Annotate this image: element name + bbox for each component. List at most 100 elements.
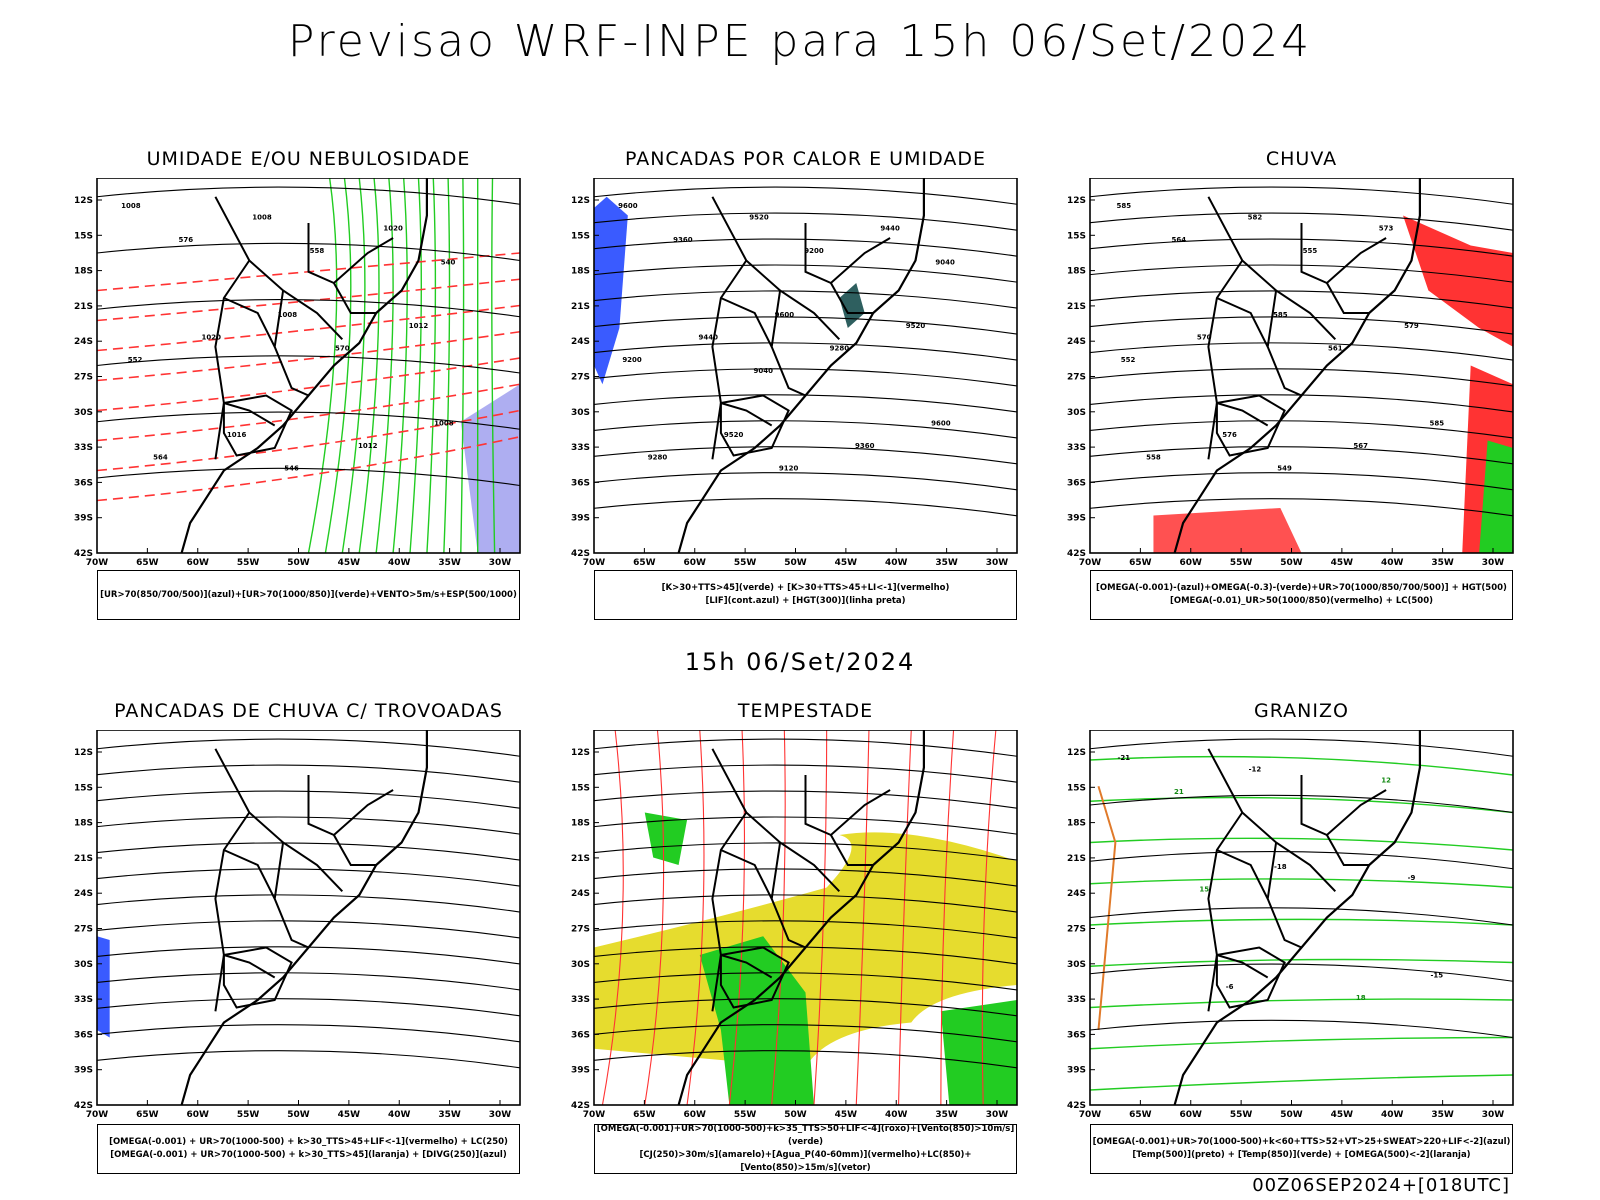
legend-line: [OMEGA(-0.001) + UR>70(1000-500) + k>30_… xyxy=(109,1137,508,1147)
legend-granizo: [OMEGA(-0.001)+UR>70(1000-500)+k<60+TTS>… xyxy=(1090,1124,1513,1174)
lon-tick-label: 40W xyxy=(885,558,908,568)
lat-tick-label: 36S xyxy=(74,478,93,488)
contour-label: 9600 xyxy=(931,420,951,428)
lat-tick-label: 36S xyxy=(571,478,590,488)
contour-label: -6 xyxy=(1226,983,1234,991)
lat-tick-label: 12S xyxy=(571,196,590,206)
contour-label: 9200 xyxy=(804,247,824,255)
contour-label: 9280 xyxy=(648,453,668,461)
contour-label: 9360 xyxy=(673,236,693,244)
contour-label: 549 xyxy=(1277,465,1292,473)
contour-label: -15 xyxy=(1431,972,1444,980)
contour-label: 570 xyxy=(335,345,350,353)
lon-tick-label: 30W xyxy=(1482,558,1505,568)
lon-tick-label: 70W xyxy=(1079,558,1102,568)
lat-tick-label: 39S xyxy=(571,514,590,524)
lat-tick-label: 24S xyxy=(74,337,93,347)
lat-tick-label: 18S xyxy=(571,267,590,277)
lat-tick-label: 27S xyxy=(1067,925,1086,935)
lat-tick-label: 15S xyxy=(1067,231,1086,241)
contour-label: 582 xyxy=(1248,213,1263,221)
lat-tick-label: 30S xyxy=(571,408,590,418)
legend-umidade: [UR>70(850/700/500)](azul)+[UR>70(1000/8… xyxy=(97,570,520,620)
legend-line: [OMEGA(-0.01)_UR>50(1000/850)(vermelho) … xyxy=(1169,596,1434,606)
legend-line: [Temp(500)](preto) + [Temp(850)](verde) … xyxy=(1132,1150,1471,1160)
lon-tick-label: 65W xyxy=(136,1110,159,1120)
lon-tick-label: 50W xyxy=(1280,1110,1303,1120)
contour-label: 1008 xyxy=(434,420,454,428)
lon-tick-label: 70W xyxy=(1079,1110,1102,1120)
lon-tick-label: 40W xyxy=(885,1110,908,1120)
map-pancadas_calor: 9600 9600 9600 9520 9520 9520 9440 9440 9360 9360… xyxy=(571,178,1018,568)
panel-title-chuva: CHUVA xyxy=(1265,148,1338,170)
contour-label: 1012 xyxy=(358,442,378,450)
legend-line: [K>30+TTS>45](verde) + [K>30+TTS>45+LI<-… xyxy=(661,583,950,593)
lat-tick-label: 21S xyxy=(1067,854,1086,864)
map-granizo: -21 -18 -15 -12 -9 -6 12 15 18 21 12S 15S 18S 21S 24S 2… xyxy=(1067,730,1514,1120)
lon-tick-label: 60W xyxy=(684,1110,707,1120)
legend-trovoadas: [OMEGA(-0.001) + UR>70(1000-500) + k>30_… xyxy=(97,1124,520,1174)
legend-line: [CJ(250)>30m/s](amarelo)+[Agua_P(40-60mm… xyxy=(639,1150,972,1173)
lon-tick-label: 35W xyxy=(1431,558,1454,568)
lat-tick-label: 15S xyxy=(74,783,93,793)
lon-tick-label: 60W xyxy=(1180,558,1203,568)
contour-label: 540 xyxy=(441,258,456,266)
lat-tick-label: 15S xyxy=(571,231,590,241)
lon-tick-label: 35W xyxy=(438,558,461,568)
contour-label: 585 xyxy=(1117,202,1132,210)
lat-tick-label: 42S xyxy=(1067,1101,1086,1111)
lat-tick-label: 24S xyxy=(74,889,93,899)
contour-label: 579 xyxy=(1404,322,1419,330)
lon-tick-label: 70W xyxy=(583,1110,606,1120)
lon-tick-label: 55W xyxy=(1230,1110,1253,1120)
contour-label: 567 xyxy=(1353,442,1368,450)
contour-label: 9520 xyxy=(906,322,926,330)
legend-line: [OMEGA(-0.001)+UR>70(1000-500)+k>35_TTS>… xyxy=(596,1124,1015,1147)
contour-label: -12 xyxy=(1249,765,1262,773)
contour-label: 564 xyxy=(1172,236,1187,244)
lon-tick-label: 45W xyxy=(835,1110,858,1120)
panel-title-umidade: UMIDADE E/OU NEBULOSIDADE xyxy=(146,148,471,170)
lat-tick-label: 30S xyxy=(74,960,93,970)
contour-label: -9 xyxy=(1408,874,1416,882)
panel-title-tempestade: TEMPESTADE xyxy=(737,700,874,722)
contour-label: 9520 xyxy=(749,213,769,221)
lon-tick-label: 50W xyxy=(784,1110,807,1120)
lat-tick-label: 18S xyxy=(74,267,93,277)
contour-label: 9040 xyxy=(753,367,773,375)
contour-label: 1008 xyxy=(121,202,141,210)
lat-tick-label: 39S xyxy=(1067,1066,1086,1076)
contour-label: 1016 xyxy=(227,431,247,439)
lon-tick-label: 30W xyxy=(986,558,1009,568)
lon-tick-label: 45W xyxy=(1331,558,1354,568)
contour-label: 9200 xyxy=(622,356,642,364)
lon-tick-label: 70W xyxy=(86,558,109,568)
contour-label: 9360 xyxy=(855,442,875,450)
lat-tick-label: 15S xyxy=(74,231,93,241)
lat-tick-label: 33S xyxy=(571,443,590,453)
lon-tick-label: 55W xyxy=(1230,558,1253,568)
contour-label: 9040 xyxy=(935,258,955,266)
contour-label: -18 xyxy=(1274,863,1287,871)
lat-tick-label: 42S xyxy=(1067,549,1086,559)
contour-label: 1008 xyxy=(278,311,298,319)
lat-tick-label: 12S xyxy=(1067,748,1086,758)
lat-tick-label: 24S xyxy=(1067,889,1086,899)
contour-label: 573 xyxy=(1379,225,1394,233)
lon-tick-label: 45W xyxy=(338,558,361,568)
lat-tick-label: 33S xyxy=(74,995,93,1005)
lon-tick-label: 30W xyxy=(489,558,512,568)
contour-label: -21 xyxy=(1118,754,1131,762)
lon-tick-label: 45W xyxy=(1331,1110,1354,1120)
lat-tick-label: 30S xyxy=(571,960,590,970)
lat-tick-label: 36S xyxy=(571,1030,590,1040)
lon-tick-label: 45W xyxy=(338,1110,361,1120)
lon-tick-label: 70W xyxy=(583,558,606,568)
lon-tick-label: 40W xyxy=(388,1110,411,1120)
lon-tick-label: 50W xyxy=(287,558,310,568)
contour-label: 1020 xyxy=(201,333,221,341)
lon-tick-label: 55W xyxy=(734,1110,757,1120)
legend-chuva: [OMEGA(-0.001)-(azul)+OMEGA(-0.3)-(verde… xyxy=(1090,570,1513,620)
